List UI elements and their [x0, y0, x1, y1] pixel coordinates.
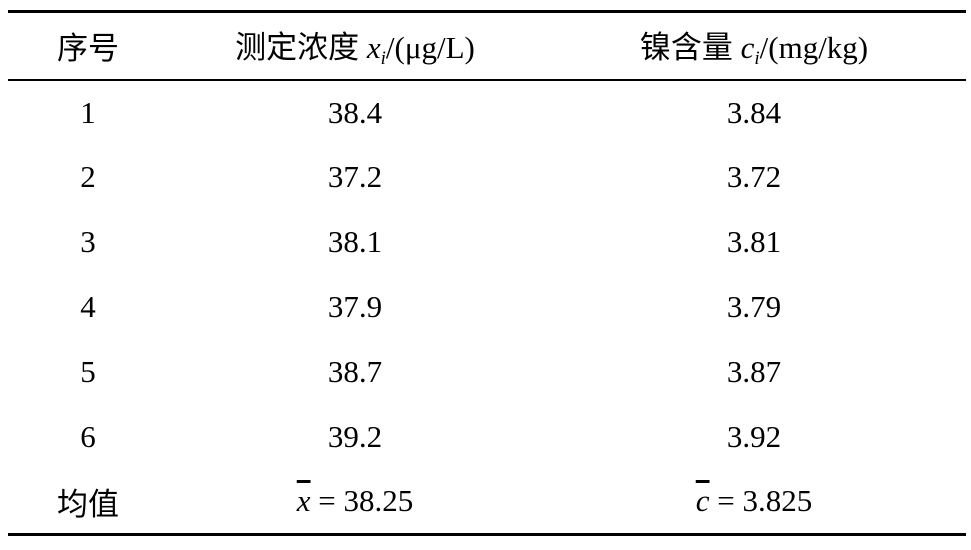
- cell-nickel: 3.81: [726, 224, 782, 259]
- mean-concentration: x = 38.25: [168, 470, 542, 535]
- cell-nickel: 3.79: [726, 289, 782, 324]
- mean-nickel-var: c: [695, 483, 710, 519]
- header-concentration-prefix: 测定浓度: [235, 29, 367, 65]
- table-row: 1 38.4 3.84: [8, 80, 966, 145]
- cell-concentration: 37.9: [327, 289, 383, 324]
- mean-concentration-value: = 38.25: [310, 483, 414, 519]
- header-index: 序号: [57, 31, 119, 67]
- cell-index: 3: [80, 224, 96, 259]
- header-nickel-prefix: 镍含量: [639, 29, 741, 65]
- header-nickel-sub: i: [754, 47, 760, 69]
- mean-nickel-value: = 3.825: [709, 483, 813, 519]
- nickel-results-table: 序号 测定浓度 xi/(μg/L) 镍含量 ci/(mg/kg) 1 38.4 …: [8, 10, 966, 536]
- header-concentration-unit: /(μg/L): [385, 29, 475, 65]
- cell-concentration: 37.2: [327, 159, 383, 194]
- table-row: 6 39.2 3.92: [8, 405, 966, 470]
- mean-label: 均值: [57, 486, 119, 522]
- cell-nickel: 3.87: [726, 354, 782, 389]
- header-nickel-var: c: [740, 29, 755, 65]
- cell-index: 6: [80, 419, 96, 454]
- cell-concentration: 39.2: [327, 419, 383, 454]
- header-nickel-unit: /(mg/kg): [759, 29, 869, 65]
- cell-index: 5: [80, 354, 96, 389]
- table-mean-row: 均值 x = 38.25 c = 3.825: [8, 470, 966, 535]
- cell-concentration: 38.4: [327, 94, 383, 130]
- table-header-row: 序号 测定浓度 xi/(μg/L) 镍含量 ci/(mg/kg): [8, 11, 966, 80]
- mean-concentration-var: x: [296, 483, 311, 519]
- cell-index: 1: [80, 94, 96, 130]
- cell-nickel: 3.72: [726, 159, 782, 194]
- table-row: 4 37.9 3.79: [8, 275, 966, 340]
- cell-index: 2: [80, 159, 96, 194]
- cell-index: 4: [80, 289, 96, 324]
- table-row: 3 38.1 3.81: [8, 210, 966, 275]
- table-row: 2 37.2 3.72: [8, 145, 966, 210]
- header-concentration-sub: i: [380, 47, 386, 69]
- header-concentration: 测定浓度 xi/(μg/L): [168, 12, 542, 80]
- cell-concentration: 38.1: [327, 224, 383, 259]
- mean-nickel: c = 3.825: [542, 470, 966, 535]
- header-nickel: 镍含量 ci/(mg/kg): [542, 12, 966, 80]
- cell-nickel: 3.92: [726, 419, 782, 454]
- cell-concentration: 38.7: [327, 354, 383, 389]
- table-row: 5 38.7 3.87: [8, 340, 966, 405]
- cell-nickel: 3.84: [726, 94, 782, 130]
- header-concentration-var: x: [366, 29, 381, 65]
- results-table-container: 序号 测定浓度 xi/(μg/L) 镍含量 ci/(mg/kg) 1 38.4 …: [8, 10, 966, 536]
